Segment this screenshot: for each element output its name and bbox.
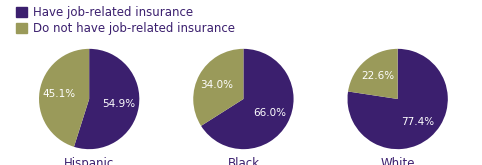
Wedge shape bbox=[39, 49, 89, 147]
Wedge shape bbox=[348, 49, 398, 99]
Text: White: White bbox=[380, 157, 415, 165]
Text: 54.9%: 54.9% bbox=[102, 99, 135, 109]
Text: Black: Black bbox=[228, 157, 259, 165]
Wedge shape bbox=[201, 49, 294, 149]
Wedge shape bbox=[193, 49, 243, 126]
Text: 45.1%: 45.1% bbox=[43, 89, 76, 99]
Text: 77.4%: 77.4% bbox=[401, 117, 434, 127]
Text: 66.0%: 66.0% bbox=[253, 109, 286, 118]
Text: 34.0%: 34.0% bbox=[201, 80, 234, 89]
Legend: Have job-related insurance, Do not have job-related insurance: Have job-related insurance, Do not have … bbox=[15, 6, 235, 35]
Text: 22.6%: 22.6% bbox=[362, 71, 395, 81]
Text: Hispanic: Hispanic bbox=[64, 157, 114, 165]
Wedge shape bbox=[74, 49, 139, 149]
Wedge shape bbox=[348, 49, 448, 149]
